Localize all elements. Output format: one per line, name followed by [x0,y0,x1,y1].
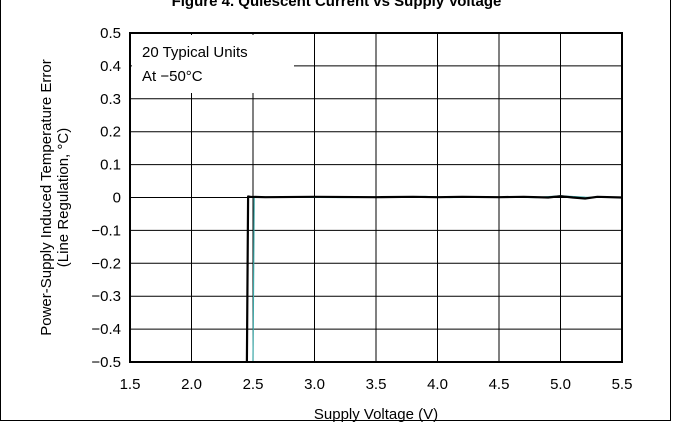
x-tick-label: 3.0 [304,376,325,393]
x-tick-label: 3.5 [366,376,387,393]
x-tick-label: 2.0 [181,376,202,393]
x-tick-label: 2.5 [243,376,264,393]
y-tick-label: −0.4 [91,321,121,338]
y-tick-label: −0.5 [91,354,121,371]
y-tick-label: −0.1 [91,222,121,239]
series-layer [245,195,623,363]
x-tick-label: 4.5 [489,376,510,393]
x-tick-label: 1.5 [120,376,141,393]
series-line-1 [245,195,623,363]
annotation-line-1: 20 Typical Units [142,44,248,61]
y-tick-labels: 0.5 0.4 0.3 0.2 0.1 0 −0.1 −0.2 −0.3 −0.4 −0.5 [91,25,121,371]
y-tick-label: 0.5 [100,25,121,42]
y-tick-label: 0.3 [100,91,121,108]
x-tick-label: 5.0 [550,376,571,393]
x-tick-label: 4.0 [427,376,448,393]
y-axis-title-line-2: (Line Regulation, °C) [55,128,72,267]
y-tick-label: 0.4 [100,58,121,75]
y-tick-label: 0.1 [100,157,121,174]
plot-area-border [129,32,623,363]
y-axis-title-line-1: Power-Supply Induced Temperature Error [38,59,55,336]
x-tick-labels: 1.5 2.0 2.5 3.0 3.5 4.0 4.5 5.0 5.5 [120,376,633,393]
figure-title: Figure 4. Quiescent Current vs Supply Vo… [171,0,502,10]
y-tick-label: 0.2 [100,124,121,141]
y-tick-label: −0.2 [91,255,121,272]
annotation-line-2: At −50°C [142,68,203,85]
y-tick-label: −0.3 [91,288,121,305]
x-axis-title: Supply Voltage (V) [314,406,438,423]
annotation-box: 20 Typical Units At −50°C [132,35,294,93]
x-tick-label: 5.5 [612,376,633,393]
annotation-background [132,35,294,93]
y-tick-label: 0 [113,190,121,207]
